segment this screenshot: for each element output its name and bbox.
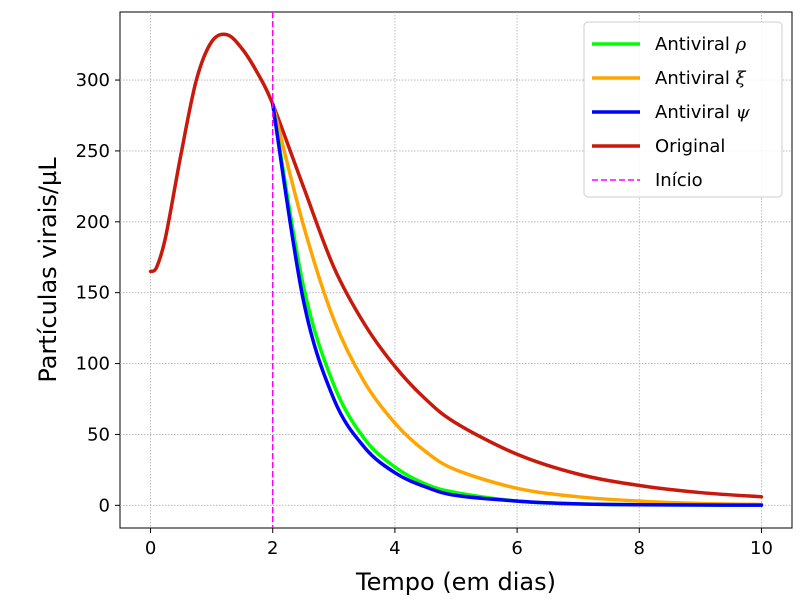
- y-tick-label: 50: [87, 424, 110, 445]
- x-tick-label: 2: [267, 538, 278, 559]
- x-tick-label: 4: [389, 538, 400, 559]
- legend-label-3: Original: [655, 136, 725, 157]
- legend-symbol-2: ψ: [736, 102, 751, 123]
- y-tick-label: 300: [76, 70, 110, 91]
- y-tick-label: 150: [76, 283, 110, 304]
- legend-label-4: Início: [655, 170, 703, 191]
- legend-symbol-1: ξ: [736, 68, 747, 89]
- x-tick-label: 6: [511, 538, 522, 559]
- legend-label-2: Antiviral ψ: [655, 102, 751, 123]
- y-axis-label: Partículas virais/µL: [34, 157, 62, 383]
- y-tick-label: 100: [76, 354, 110, 375]
- y-tick-label: 200: [76, 212, 110, 233]
- y-tick-label: 250: [76, 141, 110, 162]
- legend-symbol-0: ρ: [735, 34, 747, 55]
- legend: Antiviral ρ Antiviral ξ Antiviral ψ Origina…: [584, 22, 782, 197]
- x-tick-label: 10: [750, 538, 773, 559]
- legend-label-1: Antiviral ξ: [655, 68, 747, 89]
- legend-label-0: Antiviral ρ: [655, 34, 747, 55]
- y-tick-label: 0: [99, 495, 110, 516]
- x-tick-label: 8: [634, 538, 645, 559]
- x-axis-label: Tempo (em dias): [355, 568, 556, 596]
- x-tick-label: 0: [145, 538, 156, 559]
